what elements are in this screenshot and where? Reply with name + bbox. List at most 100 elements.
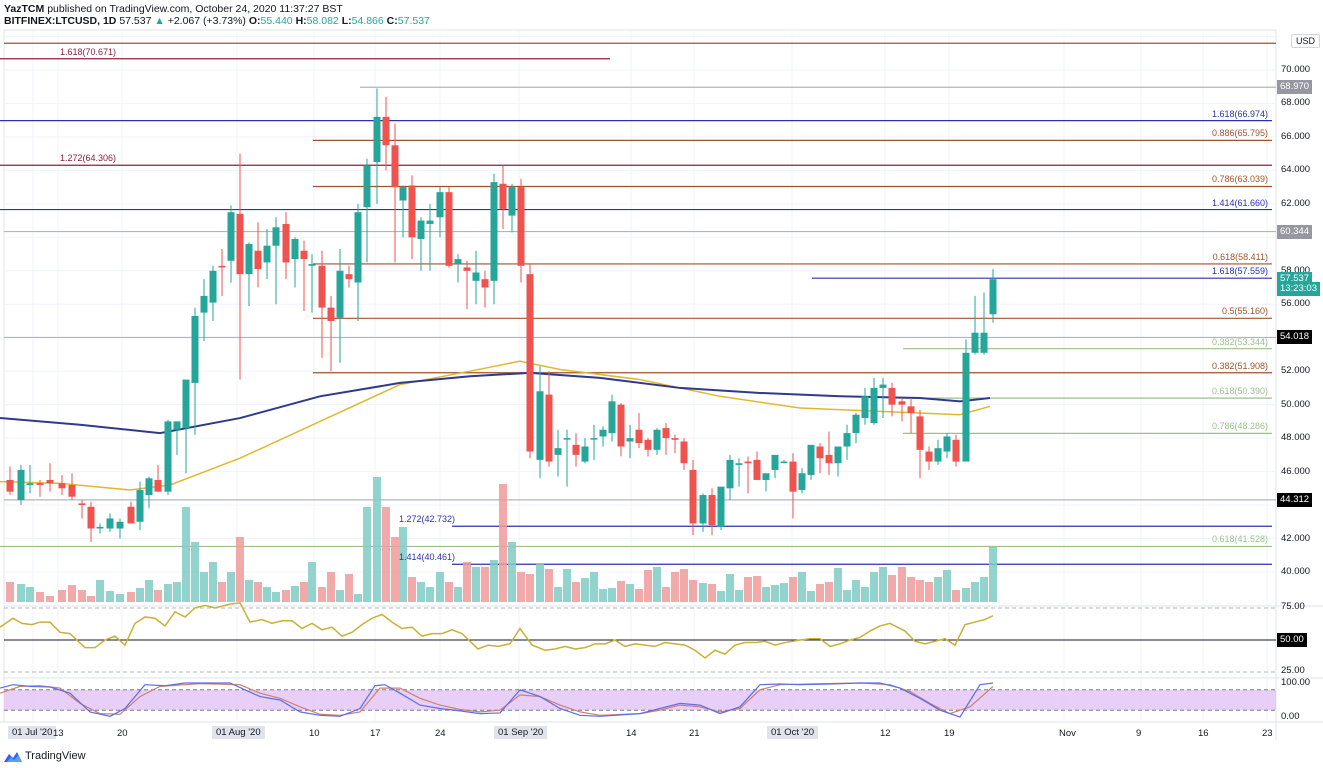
volume-bar bbox=[888, 575, 896, 602]
candle-body bbox=[554, 448, 562, 455]
tradingview-logo-icon bbox=[4, 751, 22, 762]
fib-level-label: 0.786(63.039) bbox=[1211, 174, 1268, 185]
candle-body bbox=[816, 446, 824, 459]
volume-bar bbox=[490, 560, 498, 602]
volume-bar bbox=[536, 564, 544, 602]
volume-bar bbox=[834, 568, 842, 602]
candle-body bbox=[327, 307, 335, 321]
fib-level-label: 1.272(64.306) bbox=[60, 153, 117, 164]
volume-bar bbox=[708, 584, 716, 602]
candle-body bbox=[943, 436, 951, 452]
candle-body bbox=[762, 473, 770, 480]
candle-body bbox=[218, 265, 226, 268]
candle-body bbox=[127, 506, 135, 524]
volume-bar bbox=[87, 596, 95, 602]
moving-average-fast bbox=[0, 360, 991, 491]
candle-body bbox=[472, 272, 480, 281]
volume-bar bbox=[209, 562, 217, 602]
price-axis-tick: 68.000 bbox=[1281, 97, 1311, 109]
volume-bar bbox=[852, 580, 860, 602]
publish-info: YazTCM published on TradingView.com, Oct… bbox=[4, 3, 343, 16]
candle-body bbox=[426, 220, 434, 224]
price-tag: 44.312 bbox=[1277, 492, 1313, 507]
candle-body bbox=[572, 444, 580, 455]
volume-bar bbox=[798, 572, 806, 602]
candle-body bbox=[454, 259, 462, 265]
volume-bar bbox=[36, 592, 44, 602]
volume-bar bbox=[327, 572, 335, 602]
volume-bar bbox=[136, 588, 144, 602]
candle-body bbox=[354, 212, 362, 283]
price-axis-tick: 40.000 bbox=[1281, 566, 1311, 577]
candle-body bbox=[136, 490, 144, 522]
candle-body bbox=[463, 267, 471, 271]
close-value: 57.537 bbox=[397, 15, 430, 27]
volume-bar bbox=[680, 569, 688, 602]
candle-body bbox=[318, 265, 326, 308]
candle-body bbox=[200, 295, 208, 313]
candle-body bbox=[934, 448, 942, 462]
volume-bar bbox=[753, 576, 761, 602]
candle-body bbox=[843, 433, 851, 447]
fib-level-label: 1.618(66.974) bbox=[1211, 108, 1268, 119]
fib-level-label: 0.382(51.908) bbox=[1211, 360, 1268, 371]
volume-bar bbox=[182, 507, 190, 602]
up-arrow-icon: ▲ bbox=[154, 15, 165, 27]
volume-bar bbox=[463, 562, 471, 602]
volume-bar bbox=[590, 572, 598, 602]
price-axis-tick: 46.000 bbox=[1281, 465, 1311, 477]
candle-body bbox=[345, 274, 353, 280]
rsi-axis-tick: 50.00 bbox=[1277, 633, 1307, 647]
candle-body bbox=[17, 469, 25, 501]
stoch-axis-tick: 0.00 bbox=[1281, 711, 1300, 722]
symbol-name[interactable]: BITFINEX:LTCUSD, 1D bbox=[4, 15, 117, 27]
candle-body bbox=[852, 414, 860, 434]
candle-body bbox=[599, 429, 607, 437]
candle-body bbox=[608, 401, 616, 434]
candle-body bbox=[308, 264, 316, 266]
low-value: 54.866 bbox=[351, 15, 384, 27]
price-axis-tick: 58.000 bbox=[1281, 264, 1311, 276]
stoch-band bbox=[4, 689, 1276, 711]
volume-bar bbox=[78, 590, 86, 602]
candle-body bbox=[363, 165, 371, 208]
branding-text: TradingView bbox=[25, 750, 86, 762]
moving-average-slow bbox=[0, 371, 991, 435]
candle-body bbox=[744, 461, 752, 464]
volume-bar bbox=[318, 587, 326, 602]
volume-bar bbox=[907, 577, 915, 602]
candle-body bbox=[699, 495, 707, 524]
volume-bar bbox=[717, 591, 725, 602]
candle-body bbox=[6, 479, 14, 492]
price-axis-tick: 64.000 bbox=[1281, 164, 1311, 176]
time-axis-label: 21 bbox=[689, 728, 700, 739]
rsi-line bbox=[0, 602, 994, 659]
volume-bar bbox=[373, 477, 381, 602]
candle-body bbox=[173, 421, 181, 430]
volume-bar bbox=[26, 587, 34, 602]
volume-bar bbox=[227, 572, 235, 602]
candle-body bbox=[236, 213, 244, 275]
candle-body bbox=[680, 441, 688, 464]
volume-bar bbox=[445, 582, 453, 602]
candle-body bbox=[916, 416, 924, 450]
candle-body bbox=[417, 220, 425, 240]
volume-bar bbox=[762, 587, 770, 602]
volume-bar bbox=[744, 577, 752, 602]
time-axis-label: 23 bbox=[1262, 728, 1273, 739]
volume-bar bbox=[563, 569, 571, 602]
candle-body bbox=[399, 187, 407, 201]
volume-bar bbox=[870, 572, 878, 602]
currency-button[interactable]: USD bbox=[1290, 34, 1320, 48]
candle-body bbox=[282, 223, 290, 263]
volume-bar bbox=[934, 577, 942, 602]
volume-bar bbox=[245, 580, 253, 602]
candle-body bbox=[870, 387, 878, 424]
price-tag: 54.018 bbox=[1277, 330, 1313, 345]
volume-bar bbox=[345, 574, 353, 602]
candle-body bbox=[888, 387, 896, 405]
volume-bar bbox=[572, 582, 580, 602]
time-axis-label: 19 bbox=[944, 728, 955, 739]
volume-bar bbox=[272, 592, 280, 602]
